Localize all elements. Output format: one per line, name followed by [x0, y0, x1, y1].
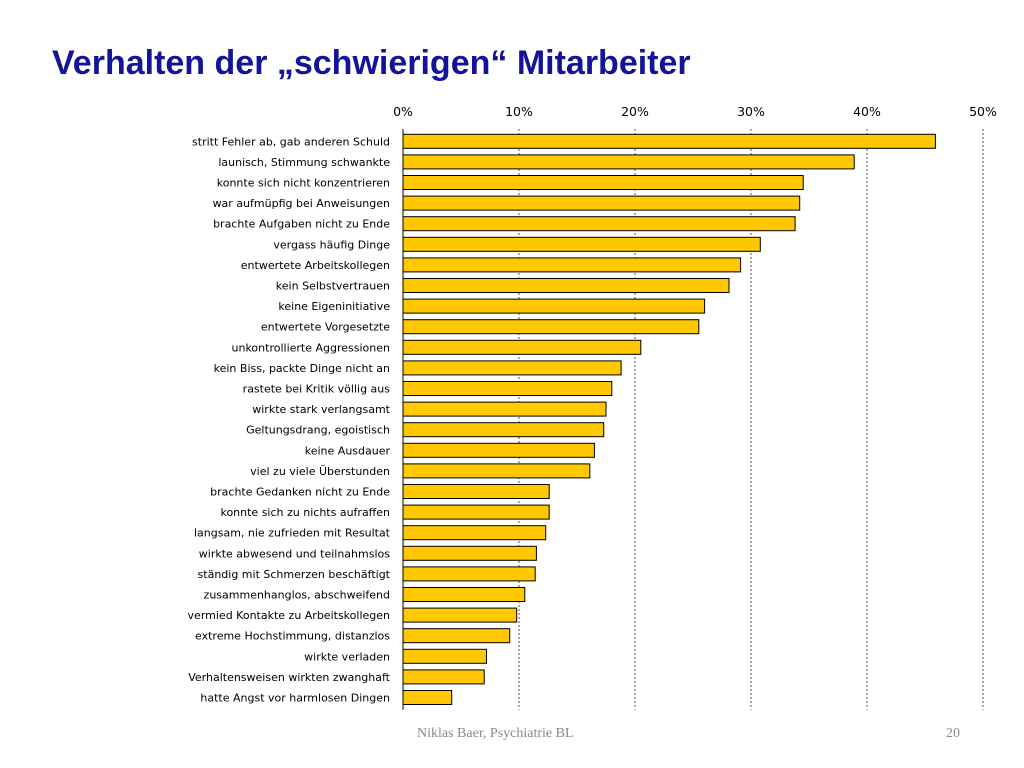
page-number: 20: [946, 726, 960, 741]
grid-lines: [402, 129, 984, 710]
category-label: zusammenhanglos, abschweifend: [204, 589, 390, 602]
bar: [402, 587, 526, 602]
bar: [402, 339, 642, 355]
category-label: wirkte abwesend und teilnahmslos: [199, 547, 390, 560]
category-label: unkontrollierte Aggressionen: [232, 341, 391, 354]
category-label: kein Biss, packte Dinge nicht an: [214, 362, 390, 375]
category-label: brachte Gedanken nicht zu Ende: [210, 486, 390, 499]
x-tick-label: 0%: [393, 104, 413, 119]
bar: [402, 401, 607, 417]
category-label: ständig mit Schmerzen beschäftigt: [198, 568, 391, 581]
bar: [402, 525, 547, 541]
category-label: konnte sich zu nichts aufraffen: [220, 506, 390, 519]
bar: [402, 628, 511, 644]
bar: [402, 504, 550, 520]
category-label: hatte Angst vor harmlosen Dingen: [200, 692, 390, 705]
category-label: stritt Fehler ab, gab anderen Schuld: [192, 135, 390, 148]
category-label: vergass häufig Dinge: [273, 238, 390, 251]
category-label: Verhaltensweisen wirkten zwanghaft: [188, 671, 390, 684]
x-axis-ticks: 0% 10% 20% 30% 40% 50%: [393, 104, 997, 119]
x-tick-label: 50%: [969, 104, 997, 119]
category-label: vermied Kontakte zu Arbeitskollegen: [188, 609, 390, 622]
bar: [402, 381, 613, 396]
bar: [402, 195, 801, 211]
bar: [402, 463, 591, 479]
bar: [402, 216, 796, 232]
bars: [402, 133, 936, 705]
category-label: wirkte stark verlangsamt: [252, 403, 390, 416]
bar: [402, 154, 855, 170]
bar: [402, 236, 761, 252]
bar: [402, 298, 706, 314]
category-label: launisch, Stimmung schwankte: [218, 156, 390, 169]
bar: [402, 442, 595, 458]
bar: [402, 257, 742, 273]
bar: [402, 566, 536, 582]
category-label: war aufmüpfig bei Anweisungen: [213, 197, 390, 210]
bar: [402, 278, 730, 293]
category-label: viel zu viele Überstunden: [250, 465, 390, 478]
category-label: keine Eigeninitiative: [278, 300, 390, 313]
bar: [402, 422, 605, 438]
bar: [402, 133, 936, 149]
category-label: brachte Aufgaben nicht zu Ende: [213, 218, 390, 231]
category-label: langsam, nie zufrieden mit Resultat: [194, 527, 391, 540]
slide-title: Verhalten der „schwierigen“ Mitarbeiter: [52, 44, 691, 82]
category-label: kein Selbstvertrauen: [276, 280, 390, 293]
bar: [402, 319, 700, 335]
category-label: Geltungsdrang, egoistisch: [246, 424, 390, 437]
category-labels: stritt Fehler ab, gab anderen Schuld laun…: [188, 135, 391, 704]
category-label: rastete bei Kritik völlig aus: [243, 383, 391, 396]
bar: [402, 669, 485, 685]
category-label: entwertete Vorgesetzte: [261, 321, 390, 334]
bar: [402, 545, 537, 561]
bar: [402, 648, 487, 664]
footer-author: Niklas Baer, Psychiatrie BL: [417, 726, 574, 741]
category-label: keine Ausdauer: [305, 444, 391, 457]
bar: [402, 360, 622, 376]
bar: [402, 607, 518, 623]
bar: [402, 690, 453, 705]
category-label: entwertete Arbeitskollegen: [241, 259, 390, 272]
category-label: konnte sich nicht konzentrieren: [217, 177, 390, 190]
category-label: extreme Hochstimmung, distanzlos: [195, 630, 390, 643]
x-tick-label: 40%: [853, 104, 881, 119]
bar: [402, 175, 804, 190]
x-tick-label: 10%: [505, 104, 533, 119]
category-label: wirkte verladen: [304, 650, 390, 663]
x-tick-label: 20%: [621, 104, 649, 119]
bar: [402, 484, 550, 499]
x-tick-label: 30%: [737, 104, 765, 119]
